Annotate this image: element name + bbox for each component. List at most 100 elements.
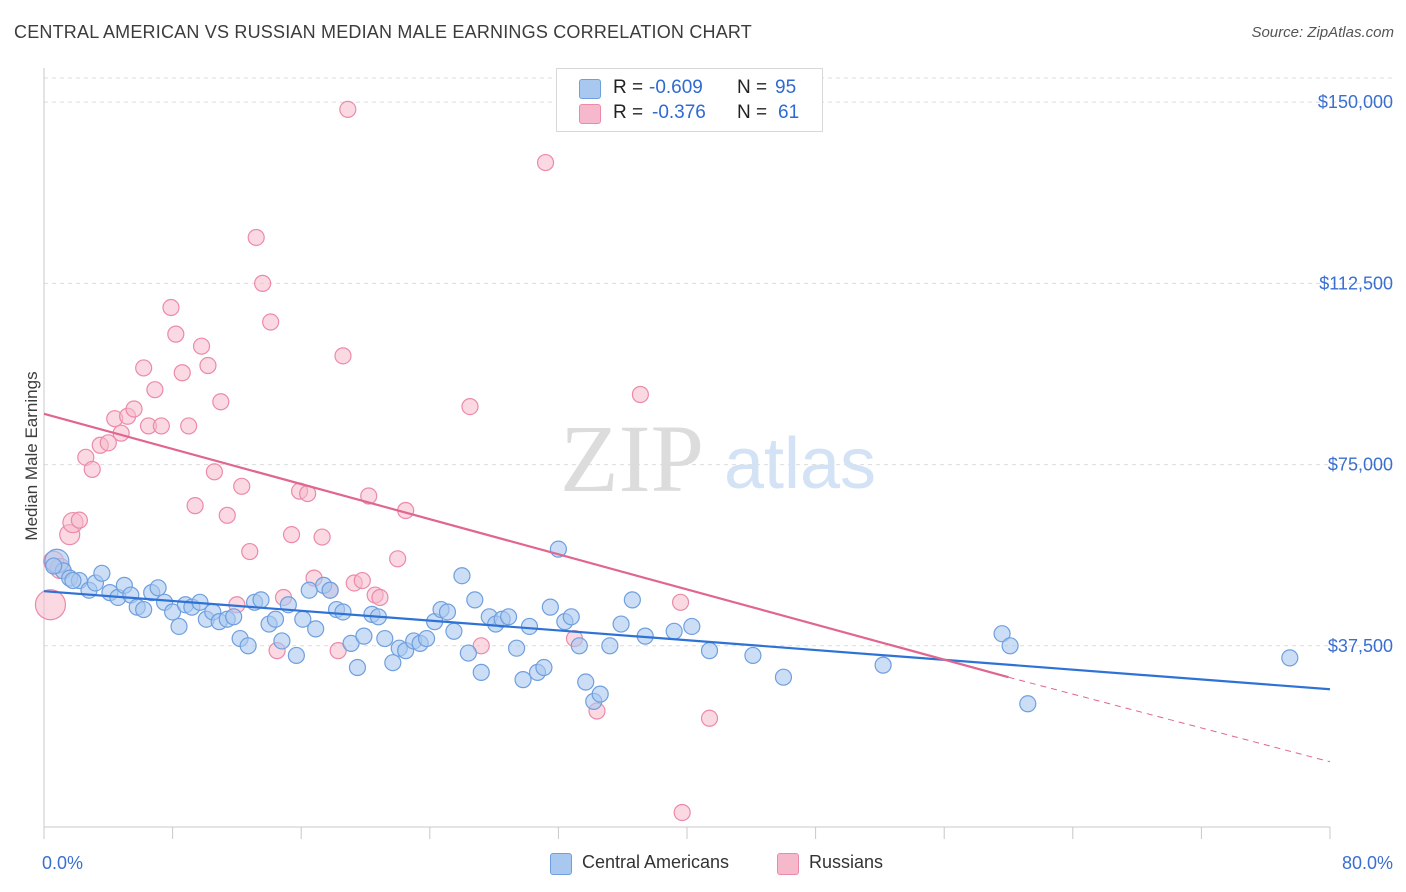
russian-point <box>199 356 217 375</box>
central-american-point <box>170 617 188 636</box>
central-american-point <box>321 581 339 599</box>
central-american-point <box>384 654 402 672</box>
russian-point <box>212 393 230 411</box>
central-american-point <box>541 598 559 616</box>
russians-trend-line <box>43 412 1009 679</box>
russian-point <box>186 497 204 515</box>
russian-point <box>334 347 352 365</box>
russian-point <box>313 528 331 546</box>
russian-point <box>389 550 407 568</box>
russian-point <box>152 417 170 435</box>
central-american-point <box>570 637 588 655</box>
r-value: -0.609 <box>649 77 703 98</box>
russian-point <box>205 463 223 481</box>
russian-point <box>700 709 719 727</box>
pink-swatch <box>777 853 799 875</box>
watermark-zip: ZIP <box>560 405 704 512</box>
central-american-point <box>355 627 373 645</box>
n-value: 95 <box>775 77 797 98</box>
central-american-point <box>744 646 762 665</box>
central-american-point <box>453 567 471 585</box>
axis-labels: $37,500 $75,000 $112,500 $150,000 0.0% 80.0% <box>42 92 1393 873</box>
central-american-point <box>93 564 111 582</box>
central-american-point <box>472 663 490 681</box>
russian-point <box>329 642 347 660</box>
russian-point <box>173 364 191 382</box>
r-label: R = <box>613 102 644 123</box>
central-americans-points <box>44 540 1299 713</box>
central-american-point <box>665 622 683 640</box>
gridlines <box>44 77 1395 647</box>
central-american-point <box>601 637 619 655</box>
russian-point <box>254 274 272 292</box>
russian-point <box>472 637 490 655</box>
russian-point <box>218 506 236 524</box>
blue-swatch <box>579 79 601 99</box>
watermark-atlas: atlas <box>724 424 876 504</box>
central-american-point <box>466 591 484 609</box>
russian-point <box>262 313 280 331</box>
x-tick-label-min: 0.0% <box>42 853 83 873</box>
russian-point <box>536 153 555 172</box>
russian-point <box>167 325 185 343</box>
central-american-point <box>700 642 719 660</box>
central-american-point <box>623 591 641 609</box>
y-tick-label: $37,500 <box>1328 636 1393 656</box>
russian-point <box>70 511 88 529</box>
central-american-point <box>874 656 892 674</box>
central-american-point <box>135 600 153 619</box>
blue-swatch <box>550 853 572 875</box>
russian-point <box>671 593 690 611</box>
central-american-point <box>334 603 352 621</box>
axes <box>43 68 1331 839</box>
central-american-point <box>1281 649 1299 667</box>
central-american-point <box>438 603 457 621</box>
y-tick-label: $150,000 <box>1318 92 1393 112</box>
russian-point <box>34 589 67 621</box>
central-american-point <box>774 668 793 686</box>
y-tick-label: $75,000 <box>1328 455 1393 475</box>
central-american-point <box>266 610 285 628</box>
russian-point <box>360 487 378 505</box>
central-american-point <box>376 629 394 648</box>
source-credit: Source: ZipAtlas.com <box>1251 24 1394 41</box>
russian-point <box>146 381 164 399</box>
chart-title: CENTRAL AMERICAN VS RUSSIAN MEDIAN MALE … <box>14 22 752 42</box>
central-american-point <box>287 646 305 665</box>
russian-point <box>371 588 389 607</box>
russian-point <box>135 359 153 377</box>
central-american-point <box>591 685 609 703</box>
central-american-point <box>499 608 518 626</box>
central-american-point <box>508 639 526 657</box>
central-american-point <box>45 557 63 575</box>
russian-point <box>247 228 265 247</box>
n-value: 61 <box>778 102 800 123</box>
russian-point <box>125 400 143 418</box>
central-american-point <box>307 620 325 638</box>
central-american-point <box>273 632 291 650</box>
central-american-point <box>300 581 318 599</box>
central-american-point <box>1019 695 1037 713</box>
zipatlas-watermark: ZIP atlas <box>560 405 876 512</box>
russian-point <box>99 434 117 452</box>
correlation-legend: R = -0.609 N = 95 R = -0.376 N = 61 <box>556 68 823 132</box>
central-american-point <box>535 658 553 677</box>
central-american-point <box>445 622 463 640</box>
pink-swatch <box>579 104 601 124</box>
russian-point <box>192 337 211 355</box>
russian-point <box>162 298 180 317</box>
central-american-point <box>342 634 360 652</box>
central-american-point <box>577 673 595 691</box>
y-tick-label: $112,500 <box>1319 273 1393 293</box>
russian-point <box>673 803 691 822</box>
legend-label: Russians <box>809 852 884 872</box>
central-american-point <box>612 615 630 633</box>
central-american-point <box>252 591 270 609</box>
central-american-point <box>164 603 182 621</box>
russian-point <box>353 571 371 590</box>
legend-label: Central Americans <box>582 852 730 872</box>
central-american-point <box>417 629 436 648</box>
russian-point <box>233 477 251 495</box>
russian-point <box>461 397 479 416</box>
